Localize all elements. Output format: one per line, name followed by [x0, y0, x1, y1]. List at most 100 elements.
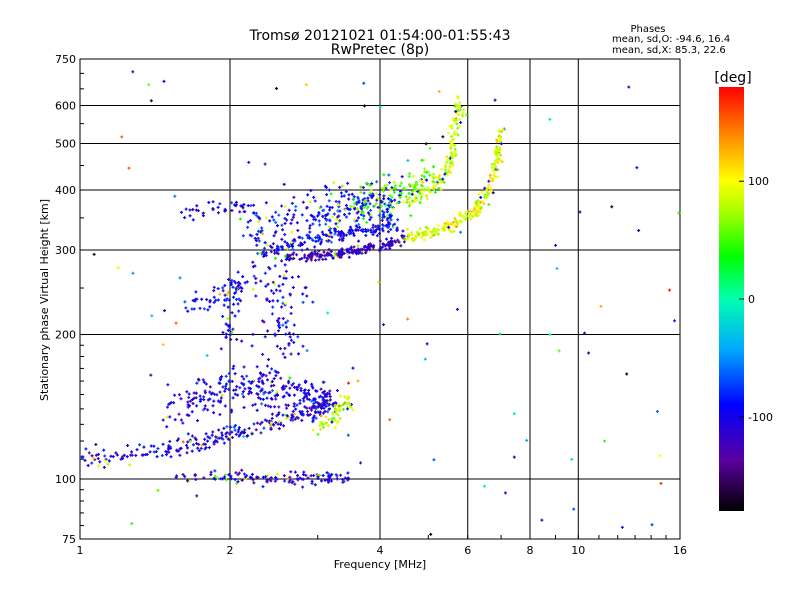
- data-point: [557, 349, 561, 353]
- data-point: [378, 193, 382, 197]
- data-point: [292, 256, 296, 260]
- data-point: [284, 257, 288, 261]
- data-point: [314, 258, 318, 262]
- data-point: [635, 166, 639, 170]
- data-point: [222, 441, 226, 445]
- data-point: [359, 248, 363, 252]
- data-point: [337, 251, 341, 255]
- data-point: [350, 228, 354, 232]
- data-point: [582, 331, 586, 335]
- data-point: [325, 193, 329, 197]
- data-point: [216, 298, 220, 302]
- data-point: [266, 378, 270, 382]
- data-point: [455, 307, 459, 311]
- chart-title-line2: RwPretec (8p): [331, 42, 429, 58]
- data-point: [254, 281, 258, 285]
- x-tick-label: 4: [377, 544, 384, 557]
- data-point: [268, 390, 272, 394]
- data-point: [247, 426, 251, 430]
- data-point: [289, 352, 293, 356]
- data-point: [349, 405, 353, 409]
- data-point: [224, 336, 228, 340]
- data-point: [483, 186, 487, 190]
- data-point: [267, 266, 271, 270]
- data-point: [175, 439, 179, 443]
- data-point: [433, 233, 437, 237]
- data-point: [488, 173, 492, 177]
- data-point: [122, 453, 126, 457]
- data-point: [339, 191, 343, 195]
- data-point: [369, 213, 373, 217]
- data-point: [212, 289, 216, 293]
- data-point: [184, 306, 188, 310]
- data-point: [278, 347, 282, 351]
- data-point: [310, 481, 314, 485]
- data-point: [193, 436, 197, 440]
- data-point: [381, 189, 385, 193]
- data-point: [298, 476, 302, 480]
- data-point: [162, 79, 166, 83]
- data-point: [336, 203, 340, 207]
- data-point: [333, 227, 337, 231]
- data-point: [231, 396, 235, 400]
- data-point: [422, 170, 426, 174]
- data-point: [175, 449, 179, 453]
- data-point: [396, 238, 400, 242]
- data-point: [295, 477, 299, 481]
- data-point: [456, 221, 460, 225]
- data-point: [454, 110, 458, 114]
- data-point: [185, 443, 189, 447]
- data-point: [479, 206, 483, 210]
- data-point: [327, 472, 331, 476]
- data-point: [357, 239, 361, 243]
- data-point: [277, 329, 281, 333]
- data-point: [183, 300, 187, 304]
- data-point: [347, 197, 351, 201]
- data-point: [462, 108, 466, 112]
- data-point: [625, 372, 629, 376]
- data-point: [327, 233, 331, 237]
- data-point: [489, 176, 493, 180]
- data-point: [385, 237, 389, 241]
- data-point: [187, 413, 191, 417]
- data-point: [178, 453, 182, 457]
- data-point: [269, 476, 273, 480]
- data-point: [258, 371, 262, 375]
- data-point: [382, 211, 386, 215]
- data-point: [492, 173, 496, 177]
- data-point: [257, 229, 261, 233]
- data-point: [256, 236, 260, 240]
- data-point: [155, 455, 159, 459]
- data-point: [368, 191, 372, 195]
- data-point: [293, 208, 297, 212]
- data-point: [499, 142, 503, 146]
- data-point: [406, 159, 410, 163]
- data-point: [337, 249, 341, 253]
- data-point: [429, 532, 433, 536]
- data-point: [438, 173, 442, 177]
- data-point: [219, 396, 223, 400]
- data-point: [297, 243, 301, 247]
- data-point: [388, 198, 392, 202]
- data-point: [253, 402, 257, 406]
- data-point: [265, 243, 269, 247]
- data-point: [447, 225, 451, 229]
- data-point: [216, 211, 220, 215]
- data-point: [445, 225, 449, 229]
- data-point: [237, 309, 241, 313]
- data-point: [361, 186, 365, 190]
- stats-x-mode: mean, sd,X: 85.3, 22.6: [612, 45, 726, 56]
- data-point: [352, 197, 356, 201]
- data-point: [458, 118, 462, 122]
- data-point: [245, 280, 249, 284]
- data-point: [283, 233, 287, 237]
- data-point: [336, 215, 340, 219]
- data-point: [344, 190, 348, 194]
- data-point: [328, 475, 332, 479]
- data-point: [288, 386, 292, 390]
- data-point: [456, 126, 460, 130]
- data-point: [351, 366, 355, 370]
- data-point: [262, 254, 266, 258]
- data-point: [304, 83, 308, 87]
- data-point: [240, 339, 244, 343]
